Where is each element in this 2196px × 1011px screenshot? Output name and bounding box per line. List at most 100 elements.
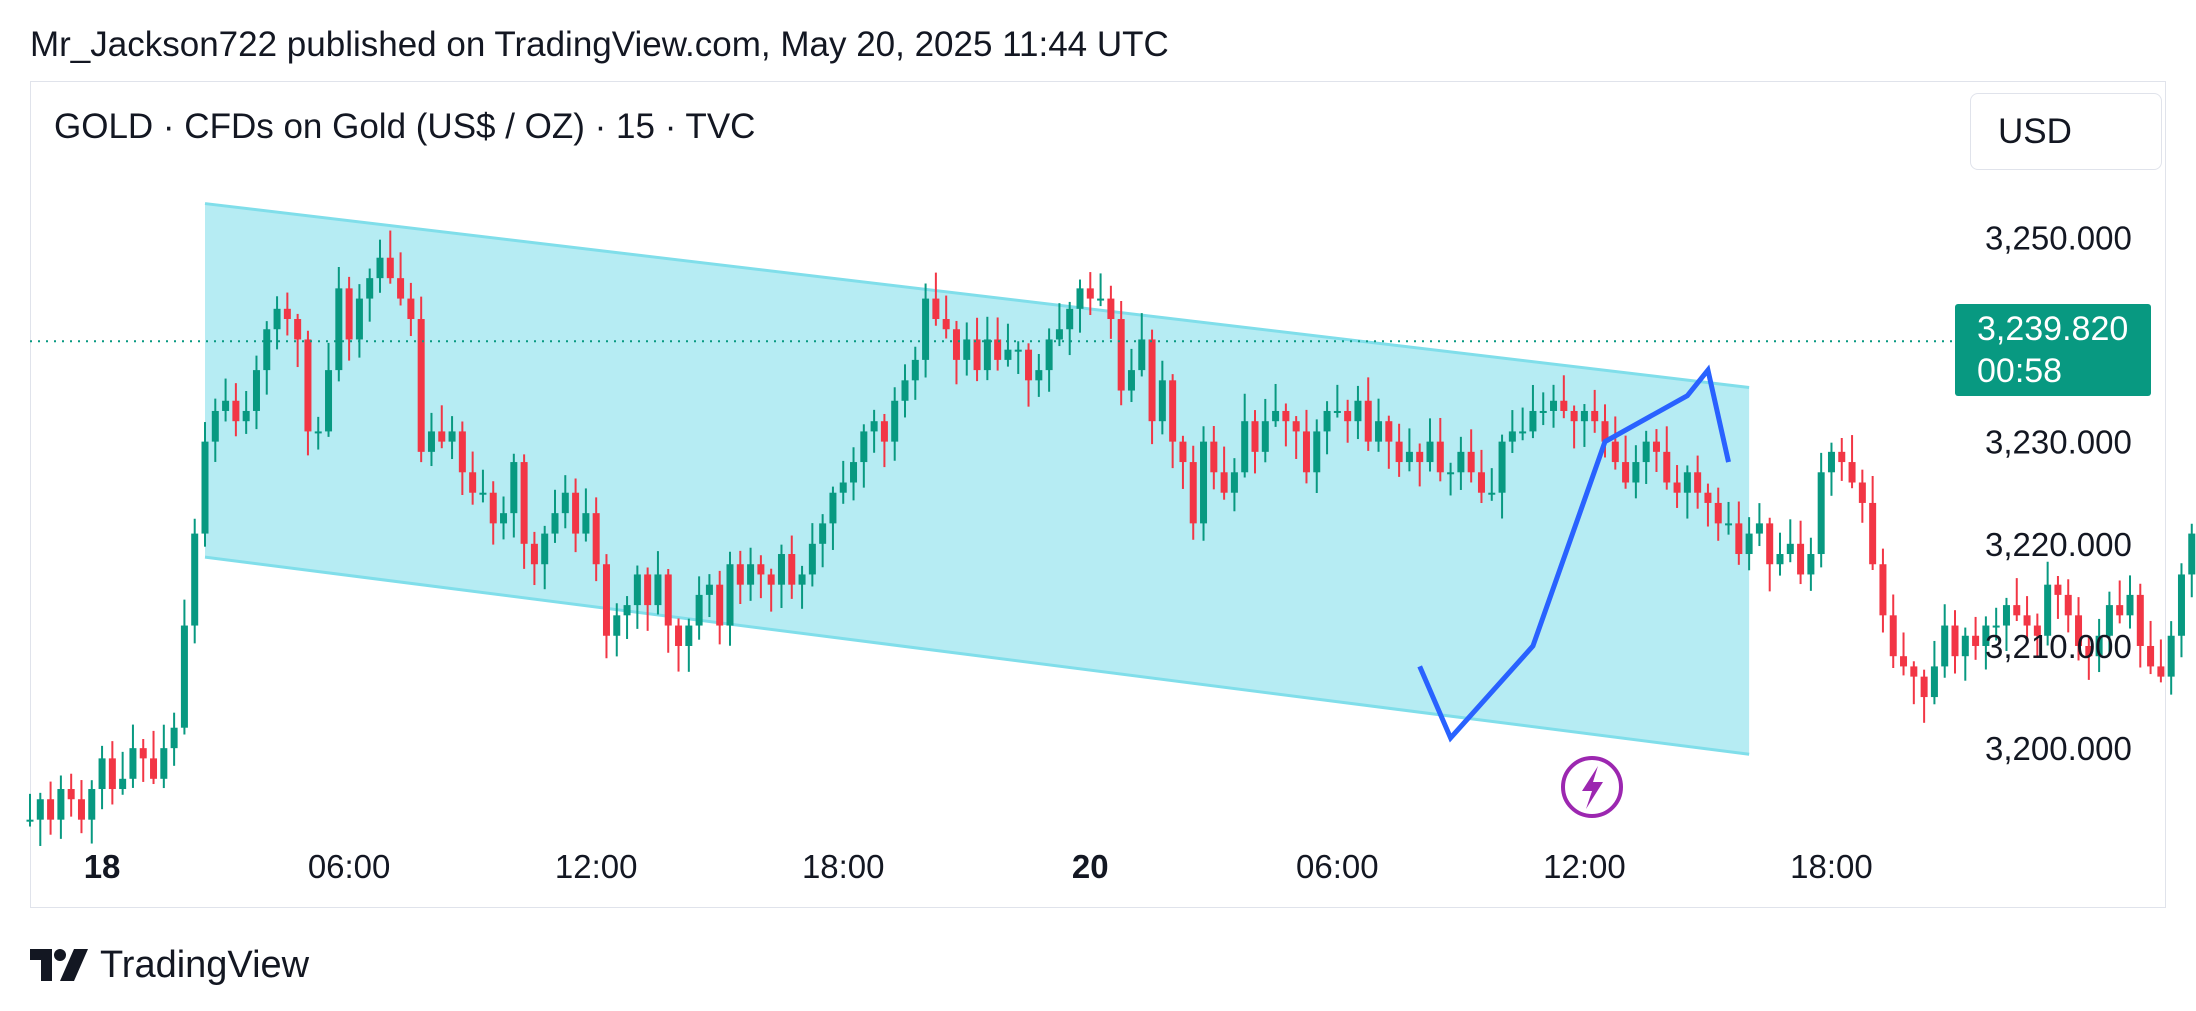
candle bbox=[1930, 640, 1938, 705]
candle bbox=[1426, 418, 1434, 472]
candle-body bbox=[1302, 431, 1310, 473]
time-axis[interactable]: 18 06:00 12:00 18:00 20 06:00 12:00 18:00 bbox=[84, 848, 1873, 885]
candle-body bbox=[252, 370, 260, 411]
candle bbox=[1807, 537, 1815, 591]
candle-body bbox=[36, 799, 44, 820]
candle-body bbox=[1848, 462, 1856, 483]
candle bbox=[2023, 596, 2031, 640]
candle bbox=[47, 781, 55, 835]
candle-body bbox=[469, 472, 477, 493]
flash-event-icon[interactable] bbox=[1561, 756, 1623, 818]
candle bbox=[1827, 442, 1835, 496]
candle bbox=[1889, 594, 1897, 669]
candle bbox=[469, 451, 477, 505]
candle bbox=[325, 342, 333, 437]
candle bbox=[1725, 501, 1733, 535]
candle-body bbox=[1786, 543, 1794, 555]
projection-arrow-drawing[interactable] bbox=[1417, 364, 1731, 743]
candle bbox=[911, 346, 919, 400]
candle-body bbox=[850, 462, 858, 483]
candle-body bbox=[335, 288, 343, 371]
candle-body bbox=[994, 339, 1002, 360]
candle-body bbox=[489, 492, 497, 524]
candle bbox=[242, 391, 250, 434]
candle bbox=[1117, 301, 1125, 406]
candle bbox=[1982, 616, 1990, 670]
candle bbox=[2044, 561, 2052, 646]
candle bbox=[448, 416, 456, 460]
candle-body bbox=[1210, 441, 1218, 473]
candle bbox=[1210, 426, 1218, 490]
candle-body bbox=[232, 400, 240, 422]
candle bbox=[1333, 384, 1341, 418]
candle bbox=[1055, 303, 1063, 347]
candle-body bbox=[98, 758, 106, 790]
candle-body bbox=[304, 339, 312, 432]
candle-body bbox=[1879, 564, 1887, 616]
channel-fill bbox=[205, 203, 1750, 755]
candle bbox=[2033, 613, 2041, 657]
candle-body bbox=[2167, 635, 2175, 677]
price-axis[interactable]: 3,200.000 3,210.000 3,220.000 3,230.000 3,25… bbox=[1985, 219, 2132, 767]
candle-body bbox=[983, 339, 991, 371]
candle bbox=[2167, 621, 2175, 695]
candle-body bbox=[1200, 441, 1208, 524]
candle-body bbox=[1498, 441, 1506, 493]
candle bbox=[57, 775, 65, 839]
candle bbox=[582, 488, 590, 542]
candle-body bbox=[880, 421, 888, 442]
candle bbox=[407, 282, 415, 337]
candle bbox=[77, 780, 85, 834]
candle-body bbox=[1529, 410, 1537, 432]
candle bbox=[283, 292, 291, 336]
candle-body bbox=[283, 308, 291, 320]
candle bbox=[973, 317, 981, 382]
candle-body bbox=[1560, 400, 1568, 411]
candle bbox=[1251, 410, 1259, 474]
candle bbox=[180, 599, 188, 735]
candle bbox=[592, 497, 600, 582]
candle-body bbox=[1127, 370, 1135, 391]
candle-body bbox=[1375, 421, 1383, 442]
candle bbox=[922, 283, 930, 378]
candle bbox=[1519, 407, 1527, 441]
candle-body bbox=[582, 513, 590, 534]
candle-body bbox=[1251, 421, 1259, 452]
candle-body bbox=[613, 615, 621, 636]
candle-body bbox=[26, 819, 34, 822]
candle-body bbox=[561, 492, 569, 514]
candle bbox=[839, 460, 847, 504]
candle-body bbox=[788, 554, 796, 585]
channel-drawing[interactable] bbox=[204, 202, 1750, 756]
candle-body bbox=[1951, 625, 1959, 657]
time-tick-label: 12:00 bbox=[1543, 848, 1626, 885]
candle bbox=[788, 535, 796, 599]
candle-body bbox=[510, 462, 518, 514]
candle-body bbox=[1272, 410, 1280, 422]
candle-body bbox=[1323, 410, 1331, 432]
candle-body bbox=[1972, 635, 1980, 646]
candle-body bbox=[160, 748, 168, 779]
candle-body bbox=[1910, 666, 1918, 677]
candle-body bbox=[1426, 441, 1434, 463]
candle bbox=[67, 773, 75, 817]
candle bbox=[1858, 469, 1866, 523]
candle bbox=[1992, 607, 2000, 641]
candle bbox=[2105, 591, 2113, 656]
time-tick-label: 20 bbox=[1072, 848, 1109, 885]
candle bbox=[1560, 375, 1568, 419]
tradingview-footer[interactable]: TradingView bbox=[30, 940, 309, 990]
candle-body bbox=[222, 400, 230, 411]
candle bbox=[716, 570, 724, 645]
candle bbox=[1972, 616, 1980, 660]
candle bbox=[1189, 445, 1197, 540]
candle bbox=[1045, 328, 1053, 392]
candle bbox=[150, 730, 158, 785]
candle bbox=[1241, 393, 1249, 478]
candle bbox=[1375, 398, 1383, 452]
candle-body bbox=[942, 319, 950, 330]
symbol-title[interactable]: GOLD · CFDs on Gold (US$ / OZ) · 15 · TV… bbox=[54, 107, 756, 146]
currency-selector[interactable]: USD bbox=[1970, 93, 2162, 170]
candle-body bbox=[2095, 635, 2103, 657]
